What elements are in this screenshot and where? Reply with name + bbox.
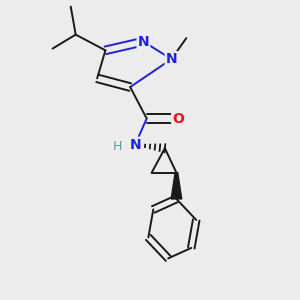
Text: N: N (129, 138, 141, 152)
Text: N: N (138, 34, 149, 49)
Text: O: O (172, 112, 184, 125)
Text: H: H (112, 140, 122, 153)
Text: N: N (166, 52, 177, 66)
Polygon shape (171, 173, 182, 199)
